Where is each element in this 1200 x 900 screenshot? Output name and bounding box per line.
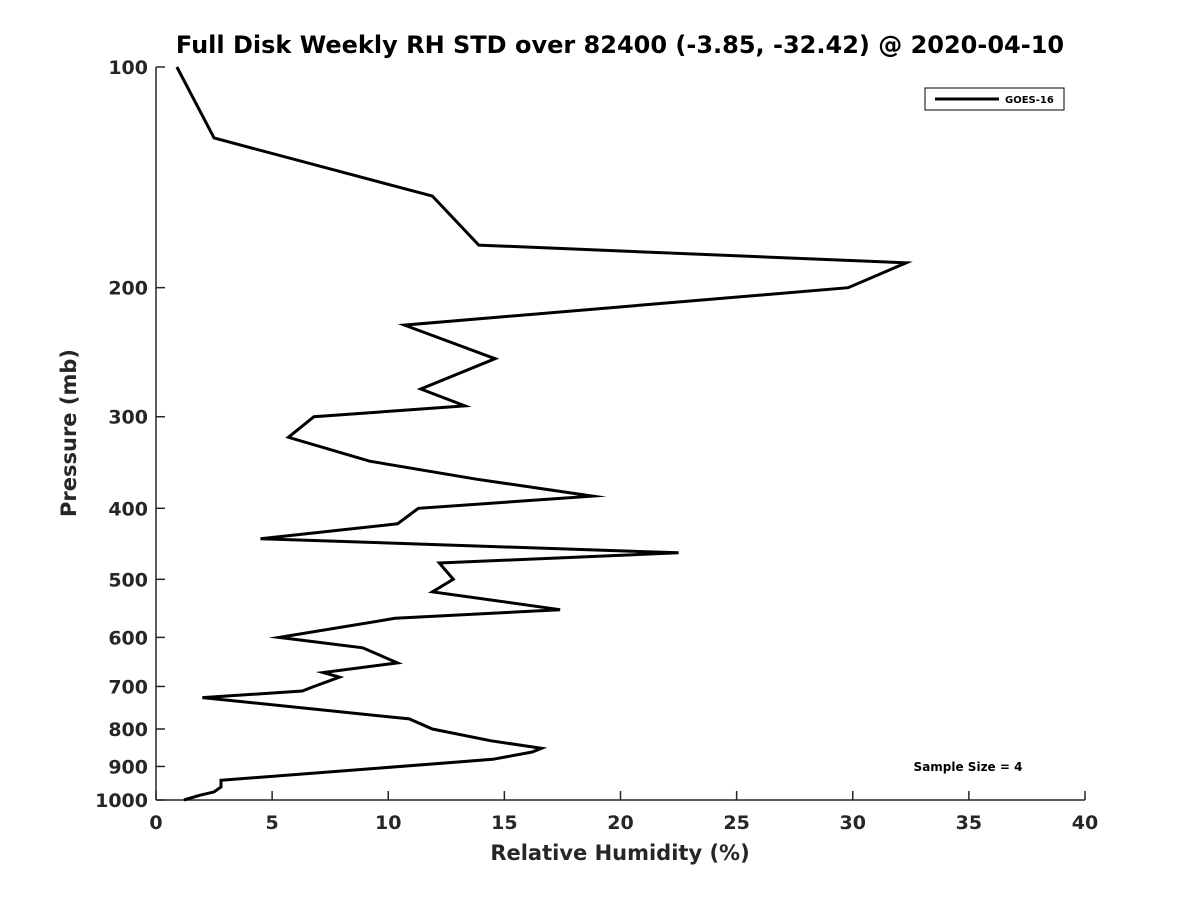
y-tick-label: 700 [108,676,148,698]
y-tick-label: 800 [108,719,148,741]
chart-title: Full Disk Weekly RH STD over 82400 (-3.8… [176,31,1064,59]
y-axis-title: Pressure (mb) [57,349,81,517]
x-tick-label: 20 [607,812,633,834]
y-tick-label: 900 [108,756,148,778]
x-axis-ticks: 0 5 10 15 20 25 30 35 40 [149,791,1098,834]
y-tick-label: 400 [108,498,148,520]
x-tick-label: 40 [1072,812,1098,834]
y-tick-label: 600 [108,627,148,649]
y-axis-ticks: 100 200 300 400 500 600 700 800 900 1000 [95,57,165,812]
series-line-goes-16 [175,66,913,802]
sample-size-annotation: Sample Size = 4 [914,760,1023,774]
x-tick-label: 25 [723,812,749,834]
x-tick-label: 30 [840,812,866,834]
y-tick-label: 1000 [95,790,148,812]
y-tick-label: 100 [108,57,148,79]
x-tick-label: 5 [266,812,279,834]
x-tick-label: 15 [491,812,517,834]
legend-label-goes-16: GOES-16 [1005,95,1054,106]
x-axis-title: Relative Humidity (%) [490,841,749,865]
y-tick-label: 300 [108,407,148,429]
x-tick-label: 10 [375,812,401,834]
y-tick-label: 200 [108,278,148,300]
legend: GOES-16 [924,87,1065,111]
y-tick-label: 500 [108,569,148,591]
x-tick-label: 35 [956,812,982,834]
x-tick-label: 0 [149,812,162,834]
